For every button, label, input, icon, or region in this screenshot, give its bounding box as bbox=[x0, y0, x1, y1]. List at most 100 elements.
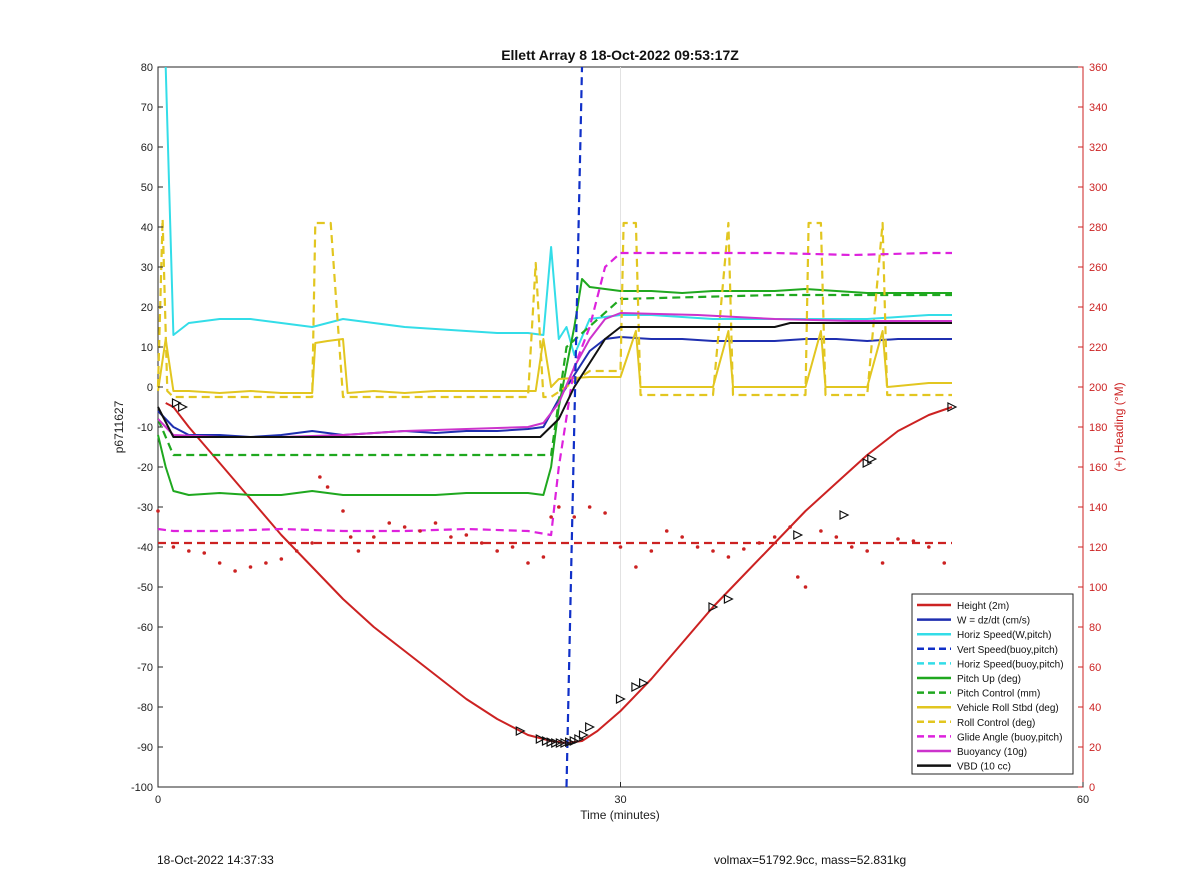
heading-point bbox=[279, 557, 284, 561]
y-right-tick-label: 40 bbox=[1089, 702, 1101, 714]
legend-label: Pitch Up (deg) bbox=[957, 674, 1021, 685]
heading-point bbox=[726, 555, 731, 559]
heading-point bbox=[202, 551, 207, 555]
dive-marker bbox=[639, 678, 649, 688]
heading-point bbox=[171, 545, 176, 549]
legend-entry: Height (2m) bbox=[917, 601, 1009, 612]
y-axis-right-label: (+) Heading (°M) bbox=[1112, 382, 1126, 471]
heading-point bbox=[156, 509, 160, 513]
dive-marker bbox=[631, 682, 642, 692]
heading-point bbox=[849, 545, 854, 549]
heading-point bbox=[587, 505, 592, 509]
y-right-tick-label: 260 bbox=[1089, 262, 1107, 274]
series-heading bbox=[156, 475, 947, 589]
heading-point bbox=[549, 515, 553, 519]
heading-point bbox=[680, 535, 684, 539]
y-tick-label: 30 bbox=[141, 262, 153, 274]
heading-point bbox=[618, 545, 623, 549]
dive-marker bbox=[171, 398, 182, 408]
dive-marker bbox=[565, 737, 575, 748]
y-tick-label: 10 bbox=[141, 342, 153, 354]
heading-point bbox=[264, 561, 268, 565]
y-tick-label: -50 bbox=[137, 582, 153, 594]
heading-point bbox=[557, 505, 561, 509]
y-tick-label: 0 bbox=[147, 382, 153, 394]
heading-point bbox=[387, 521, 392, 525]
y-tick-label: -60 bbox=[137, 622, 153, 634]
dive-marker bbox=[578, 730, 589, 740]
heading-point bbox=[310, 541, 314, 545]
x-axis-label: Time (minutes) bbox=[580, 808, 660, 822]
legend-label: Glide Angle (buoy,pitch) bbox=[957, 732, 1062, 743]
heading-point bbox=[233, 569, 237, 573]
heading-point bbox=[402, 525, 407, 529]
y-right-tick-label: 320 bbox=[1089, 142, 1107, 154]
y-right-tick-label: 180 bbox=[1089, 422, 1107, 434]
chart-title: Ellett Array 8 18-Oct-2022 09:53:17Z bbox=[501, 47, 739, 63]
legend-label: Vehicle Roll Stbd (deg) bbox=[957, 703, 1059, 714]
x-tick-label: 60 bbox=[1077, 794, 1089, 806]
heading-point bbox=[942, 561, 947, 565]
heading-point bbox=[927, 545, 931, 549]
x-tick-label: 0 bbox=[155, 794, 161, 806]
y-tick-label: 70 bbox=[141, 102, 153, 114]
heading-point bbox=[880, 561, 885, 565]
dive-marker bbox=[574, 734, 585, 744]
dive-marker bbox=[546, 737, 557, 748]
heading-point bbox=[819, 529, 823, 533]
legend-entry: Buoyancy (10g) bbox=[917, 747, 1027, 758]
legend-entry: Pitch Control (mm) bbox=[917, 689, 1040, 700]
y-right-tick-label: 80 bbox=[1089, 622, 1101, 634]
footer-volmax-mass: volmax=51792.9cc, mass=52.831kg bbox=[714, 853, 907, 867]
y-right-tick-label: 220 bbox=[1089, 342, 1107, 354]
heading-point bbox=[325, 485, 330, 489]
series-glide-angle-buoy-pitch bbox=[157, 251, 952, 537]
dive-marker bbox=[793, 530, 804, 540]
legend-entry: Glide Angle (buoy,pitch) bbox=[917, 732, 1062, 743]
series-vert-speed-buoy-pitch bbox=[565, 66, 584, 788]
heading-point bbox=[318, 475, 322, 479]
heading-point bbox=[865, 549, 869, 553]
y-right-tick-label: 100 bbox=[1089, 582, 1107, 594]
y-tick-label: -40 bbox=[137, 542, 153, 554]
heading-point bbox=[479, 541, 484, 545]
legend-entry: Roll Control (deg) bbox=[917, 718, 1035, 729]
heading-point bbox=[742, 547, 746, 551]
y-right-tick-label: 360 bbox=[1089, 62, 1107, 74]
y-right-tick-label: 120 bbox=[1089, 542, 1107, 554]
dive-marker bbox=[515, 726, 526, 736]
y-right-tick-label: 160 bbox=[1089, 462, 1107, 474]
heading-point bbox=[495, 549, 499, 553]
legend-label: W = dz/dt (cm/s) bbox=[957, 616, 1030, 627]
dive-marker bbox=[541, 736, 552, 746]
series-pitch-up-deg bbox=[157, 278, 952, 496]
heading-point bbox=[896, 537, 900, 541]
y-right-tick-label: 340 bbox=[1089, 102, 1107, 114]
series-roll-control-deg bbox=[156, 217, 952, 399]
y-right-tick-label: 140 bbox=[1089, 502, 1107, 514]
footer-timestamp: 18-Oct-2022 14:37:33 bbox=[157, 853, 274, 867]
legend-entry: Vert Speed(buoy,pitch) bbox=[917, 645, 1058, 656]
y-right-tick-label: 60 bbox=[1089, 662, 1101, 674]
dive-marker bbox=[862, 458, 873, 468]
heading-point bbox=[695, 545, 700, 549]
y-tick-label: -10 bbox=[137, 422, 153, 434]
heading-point bbox=[834, 535, 839, 539]
y-right-tick-label: 280 bbox=[1089, 222, 1107, 234]
heading-point bbox=[526, 561, 530, 565]
dive-marker bbox=[555, 738, 566, 748]
y-tick-label: 40 bbox=[141, 222, 153, 234]
heading-point bbox=[294, 549, 299, 553]
heading-point bbox=[372, 535, 376, 539]
y-right-tick-label: 20 bbox=[1089, 742, 1101, 754]
heading-point bbox=[664, 529, 669, 533]
heading-point bbox=[803, 585, 808, 589]
marker-layer bbox=[171, 398, 958, 748]
y-tick-label: -90 bbox=[137, 742, 153, 754]
bottom-axis: 0 30 60 bbox=[155, 782, 1089, 806]
y-tick-label: -80 bbox=[137, 702, 153, 714]
x-tick-label: 30 bbox=[614, 794, 626, 806]
heading-point bbox=[541, 555, 546, 559]
heading-point bbox=[649, 549, 654, 553]
dive-marker bbox=[708, 602, 719, 612]
